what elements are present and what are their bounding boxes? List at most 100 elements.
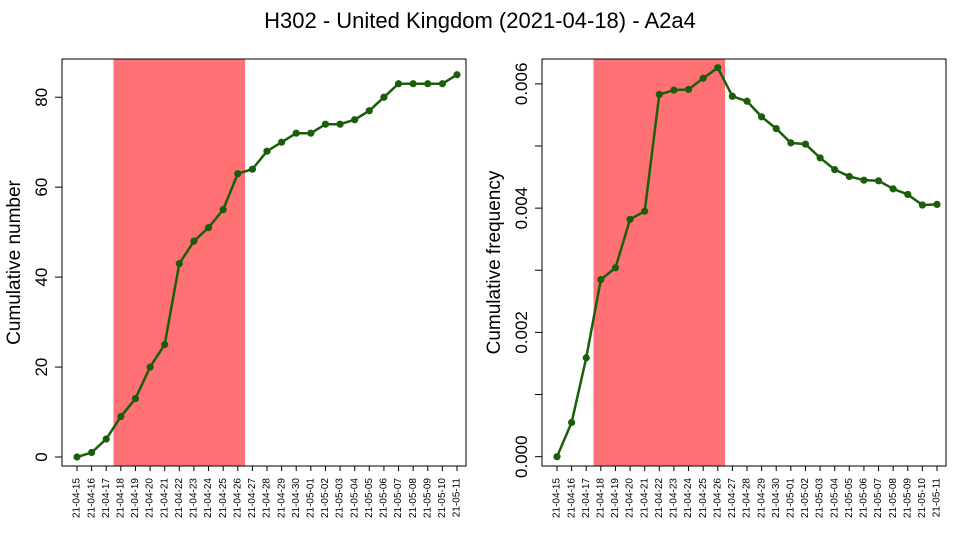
x-tick-label: 21-05-09: [902, 478, 913, 518]
y-tick-label: 80: [32, 88, 51, 107]
data-point: [816, 154, 824, 162]
y-tick-label: 0.000: [512, 435, 531, 478]
x-tick-label: 21-05-04: [829, 478, 840, 518]
x-tick-label: 21-04-22: [174, 478, 185, 518]
highlight-band: [593, 59, 726, 466]
x-tick-label: 21-04-23: [189, 478, 200, 518]
x-tick-label: 21-05-02: [800, 478, 811, 518]
x-tick-label: 21-04-28: [262, 478, 273, 518]
data-point: [234, 170, 242, 178]
data-point: [380, 93, 388, 101]
data-point: [161, 340, 169, 349]
data-point: [88, 448, 96, 457]
data-point: [655, 90, 663, 99]
x-tick-label: 21-04-27: [727, 478, 738, 518]
x-tick-label: 21-04-23: [669, 478, 680, 518]
data-point: [728, 92, 736, 100]
x-tick-label: 21-04-26: [712, 478, 723, 518]
x-tick-label: 21-04-15: [552, 478, 563, 518]
data-point: [714, 64, 722, 72]
data-point: [670, 86, 678, 94]
data-point: [453, 71, 461, 79]
data-point: [102, 435, 110, 443]
data-point: [248, 165, 256, 173]
x-tick-label: 21-05-11: [452, 478, 463, 518]
data-point: [438, 80, 446, 88]
y-axis-title: Cumulative number: [4, 179, 25, 344]
x-tick-label: 21-04-15: [72, 478, 83, 518]
x-tick-label: 21-05-01: [305, 478, 316, 518]
data-point: [611, 264, 620, 272]
x-tick-label: 21-05-03: [815, 478, 826, 518]
x-tick-label: 21-05-03: [335, 478, 346, 518]
x-tick-label: 21-04-19: [130, 478, 141, 518]
data-point: [146, 363, 154, 371]
x-tick-label: 21-04-20: [145, 478, 156, 518]
data-point: [933, 200, 941, 209]
x-tick-label: 21-04-18: [115, 478, 126, 518]
x-tick-label: 21-04-25: [218, 478, 229, 518]
x-tick-label: 21-05-06: [379, 478, 390, 518]
x-tick-label: 21-04-21: [639, 478, 650, 518]
data-point: [845, 172, 853, 181]
x-tick-label: 21-04-16: [566, 478, 577, 518]
x-tick-label: 21-04-17: [101, 478, 112, 518]
y-axis-title: Cumulative frequency: [484, 170, 505, 354]
x-tick-label: 21-04-18: [595, 478, 606, 518]
x-tick-label: 21-05-08: [408, 478, 419, 518]
data-point: [874, 177, 883, 185]
data-point: [699, 74, 707, 82]
data-point: [394, 80, 403, 88]
data-point: [626, 215, 634, 223]
x-tick-label: 21-05-09: [422, 478, 433, 518]
data-point: [568, 418, 576, 427]
x-tick-label: 21-05-08: [888, 478, 899, 518]
data-point: [904, 190, 912, 199]
x-tick-label: 21-04-28: [742, 478, 753, 518]
x-tick-label: 21-05-10: [917, 478, 928, 518]
data-point: [641, 207, 649, 215]
x-tick-label: 21-04-24: [683, 478, 694, 518]
x-tick-label: 21-04-17: [581, 478, 592, 518]
data-point: [918, 201, 926, 209]
data-point: [131, 394, 140, 403]
plot-frame: [541, 58, 947, 467]
x-tick-label: 21-04-20: [625, 478, 636, 518]
data-point: [73, 453, 81, 461]
data-point: [219, 206, 227, 214]
chart-title: H302 - United Kingdom (2021-04-18) - A2a…: [264, 8, 696, 33]
x-tick-label: 21-04-30: [771, 478, 782, 518]
data-point: [889, 185, 897, 193]
data-point: [321, 120, 330, 128]
data-point: [190, 237, 198, 245]
data-point: [204, 224, 213, 232]
data-point: [860, 176, 868, 184]
data-point: [582, 354, 590, 362]
data-point: [351, 116, 359, 124]
y-tick-label: 20: [32, 358, 51, 377]
data-point: [365, 107, 373, 115]
y-tick-label: 0.006: [512, 63, 531, 106]
x-tick-label: 21-05-07: [393, 478, 404, 518]
y-tick-label: 60: [32, 178, 51, 197]
x-tick-label: 21-04-30: [291, 478, 302, 518]
data-point: [117, 412, 125, 421]
x-tick-label: 21-05-11: [932, 478, 943, 518]
x-tick-label: 21-04-16: [86, 478, 97, 518]
data-point: [307, 129, 315, 137]
x-tick-label: 21-04-26: [232, 478, 243, 518]
x-tick-label: 21-05-07: [873, 478, 884, 518]
data-point: [597, 275, 605, 284]
data-point: [787, 139, 795, 147]
data-point: [424, 80, 432, 88]
x-tick-label: 21-05-05: [364, 478, 375, 518]
data-point: [758, 113, 766, 121]
x-tick-label: 21-05-04: [349, 478, 360, 518]
y-tick-label: 0: [32, 452, 51, 461]
data-point: [831, 166, 839, 174]
x-tick-label: 21-04-25: [698, 478, 709, 518]
panel-2: 0.000 0.002 0.004 0.006 Cumulative frequency…: [484, 58, 947, 518]
x-tick-label: 21-04-19: [610, 478, 621, 518]
y-tick-label: 0.004: [512, 187, 531, 230]
